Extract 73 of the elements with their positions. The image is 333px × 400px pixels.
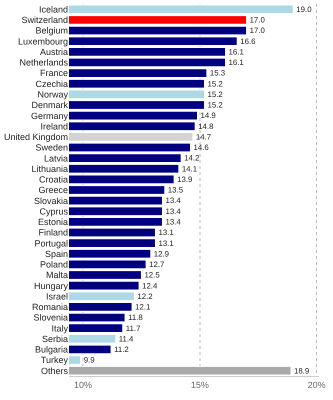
y-tick-label: Latvia bbox=[44, 153, 68, 164]
y-tick-label: Iceland bbox=[38, 4, 68, 14]
y-tick-label: Israel bbox=[46, 291, 68, 302]
data-label: 13.4 bbox=[165, 218, 182, 226]
y-tick-label: Bulgaria bbox=[34, 344, 68, 355]
data-label: 11.7 bbox=[126, 324, 140, 333]
y-tick-label: Malta bbox=[46, 270, 68, 280]
data-label: 16.6 bbox=[240, 36, 256, 46]
x-tick-label: 15% bbox=[190, 380, 209, 390]
y-tick-label: Denmark bbox=[31, 100, 68, 110]
data-label: 17.0 bbox=[250, 16, 266, 25]
y-tick-label: Portugal bbox=[34, 238, 68, 248]
data-label: 15.2 bbox=[208, 100, 223, 110]
y-tick-label: Others bbox=[40, 366, 68, 376]
data-label: 19.0 bbox=[296, 4, 312, 14]
y-tick-label: Norway bbox=[37, 89, 68, 100]
y-tick-label: Italy bbox=[51, 323, 68, 334]
data-label: 12.9 bbox=[154, 249, 170, 258]
y-tick-label: Belgium bbox=[35, 26, 68, 36]
data-label: 18.9 bbox=[294, 366, 310, 376]
data-label: 14.9 bbox=[200, 111, 216, 120]
y-tick-label: Cyprus bbox=[39, 206, 68, 216]
y-tick-label: Romania bbox=[32, 302, 68, 312]
data-label: 11.4 bbox=[118, 334, 134, 344]
y-tick-label: Ireland bbox=[40, 121, 68, 132]
data-label: 14.2 bbox=[184, 154, 200, 163]
y-tick-label: Netherlands bbox=[19, 58, 68, 68]
y-tick-label: Switzerland bbox=[21, 15, 68, 26]
y-tick-label: Croatia bbox=[38, 174, 68, 185]
data-label: 12.5 bbox=[144, 270, 160, 280]
y-tick-label: Greece bbox=[38, 185, 68, 196]
data-label: 15.3 bbox=[210, 68, 226, 78]
data-label: 16.1 bbox=[228, 58, 244, 68]
data-label: 9.9 bbox=[84, 356, 95, 365]
data-label: 14.7 bbox=[196, 132, 212, 142]
y-tick-label: United Kingdom bbox=[4, 132, 68, 142]
data-label: 12.1 bbox=[135, 302, 150, 312]
data-label: 12.4 bbox=[142, 281, 158, 290]
y-tick-label: Spain bbox=[44, 248, 68, 259]
data-label: 17.0 bbox=[250, 26, 266, 36]
y-tick-label: Lithuania bbox=[31, 164, 68, 174]
data-label: 14.1 bbox=[182, 164, 198, 174]
data-label: 14.8 bbox=[198, 122, 214, 131]
y-tick-label: Slovakia bbox=[34, 196, 68, 206]
y-tick-label: Hungary bbox=[34, 280, 68, 291]
data-label: 15.2 bbox=[208, 79, 223, 88]
data-label: 14.6 bbox=[194, 143, 210, 152]
data-label: 13.4 bbox=[165, 206, 182, 216]
data-label: 12.7 bbox=[149, 260, 164, 270]
y-tick-label: Slovenia bbox=[33, 312, 68, 323]
x-tick-label: 20% bbox=[308, 380, 326, 390]
y-tick-label: Turkey bbox=[40, 355, 68, 366]
data-label: 12.2 bbox=[137, 292, 153, 301]
data-label: 13.9 bbox=[177, 174, 192, 184]
y-tick-label: Germany bbox=[30, 110, 68, 121]
data-label: 13.1 bbox=[158, 238, 174, 248]
data-label: 13.1 bbox=[158, 228, 174, 238]
data-label: 15.2 bbox=[208, 90, 223, 99]
data-label: 11.8 bbox=[128, 313, 144, 322]
data-label: 13.4 bbox=[165, 196, 182, 206]
data-label: 11.2 bbox=[114, 345, 129, 354]
y-tick-label: France bbox=[40, 68, 68, 78]
y-tick-label: Czechia bbox=[35, 78, 68, 89]
y-tick-label: Luxembourg bbox=[18, 36, 68, 46]
y-tick-label: Serbia bbox=[42, 334, 68, 344]
y-tick-label: Sweden bbox=[35, 142, 68, 153]
y-tick-label: Poland bbox=[40, 260, 68, 270]
x-tick-label: 10% bbox=[74, 380, 92, 390]
data-label: 13.5 bbox=[168, 186, 184, 195]
y-tick-label: Austria bbox=[40, 46, 68, 57]
data-label: 16.1 bbox=[228, 47, 244, 56]
y-tick-label: Estonia bbox=[38, 217, 68, 228]
y-tick-label: Finland bbox=[38, 228, 68, 238]
